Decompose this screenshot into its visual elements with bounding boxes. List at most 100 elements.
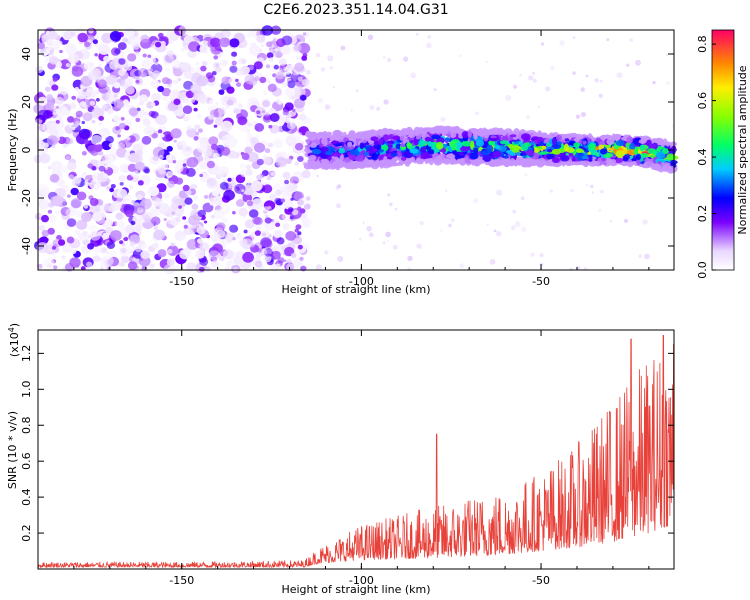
- heatmap-cell: [280, 198, 286, 203]
- heatmap-cell: [48, 202, 55, 208]
- heatmap-cell: [666, 53, 669, 57]
- heatmap-cell: [282, 171, 291, 179]
- heatmap-cell: [267, 142, 273, 148]
- colorbar-label: Normalized spectral amplitude: [736, 65, 749, 234]
- heatmap-cell: [51, 84, 59, 91]
- heatmap-cell: [244, 146, 253, 155]
- heatmap-cell: [191, 99, 196, 103]
- heatmap-cell: [206, 144, 213, 151]
- heatmap-cell: [261, 110, 266, 114]
- heatmap-cell: [662, 148, 670, 155]
- heatmap-cell: [129, 36, 140, 46]
- heatmap-cell: [551, 157, 560, 163]
- colorbar-tick-label: 0.8: [696, 35, 709, 53]
- heatmap-cell: [82, 112, 93, 122]
- heatmap-cell: [91, 107, 104, 119]
- heatmap-cell: [194, 90, 198, 94]
- heatmap-cell: [320, 67, 326, 72]
- heatmap-cell: [444, 189, 448, 193]
- heatmap-cell: [47, 214, 57, 224]
- heatmap-cell: [61, 243, 73, 253]
- heatmap-cell: [633, 149, 639, 155]
- heatmap-cell: [427, 127, 437, 133]
- heatmap-cell: [573, 161, 584, 166]
- heatmap-cell: [482, 154, 492, 162]
- heatmap-cell: [199, 45, 208, 54]
- heatmap-cell: [217, 106, 227, 115]
- heatmap-cell: [219, 37, 231, 48]
- heatmap-cell: [175, 216, 181, 222]
- heatmap-cell: [35, 65, 44, 74]
- heatmap-cell: [179, 96, 185, 101]
- heatmap-cell: [571, 161, 577, 166]
- heatmap-cell: [118, 142, 126, 150]
- heatmap-cell: [185, 167, 196, 177]
- heatmap-cell: [512, 209, 517, 214]
- heatmap-cell: [250, 180, 263, 192]
- heatmap-cell: [407, 137, 416, 141]
- heatmap-cell: [155, 114, 168, 126]
- heatmap-cell: [49, 173, 60, 183]
- heatmap-cell: [153, 225, 159, 230]
- heatmap-cell: [317, 132, 323, 138]
- snr-y-tick-label: 1.2: [20, 345, 33, 363]
- heatmap-cell: [50, 161, 63, 172]
- heatmap-cell: [510, 225, 516, 231]
- heatmap-cell: [275, 222, 281, 227]
- heatmap-cell: [419, 221, 424, 226]
- heatmap-cell: [361, 161, 366, 168]
- heatmap-cell: [273, 190, 277, 194]
- heatmap-cell: [204, 194, 209, 199]
- heatmap-cell: [347, 161, 354, 167]
- heatmap-cell: [316, 53, 321, 58]
- heatmap-cell: [237, 116, 248, 126]
- heatmap-cell: [243, 229, 248, 234]
- heatmap-cell: [125, 209, 134, 218]
- heatmap-cell: [542, 134, 551, 139]
- heatmap-cell: [580, 87, 585, 92]
- heatmap-cell: [113, 99, 125, 109]
- heatmap-cell: [158, 154, 164, 160]
- heatmap-cell: [119, 182, 124, 186]
- heatmap-cell: [335, 135, 342, 140]
- heatmap-cell: [559, 155, 570, 162]
- heatmap-cell: [260, 230, 271, 240]
- heatmap-cell: [266, 79, 271, 84]
- heatmap-cell: [118, 58, 126, 65]
- spectrogram-x-tick-label: -150: [169, 275, 194, 288]
- heatmap-cell: [163, 263, 176, 275]
- heatmap-cell: [448, 223, 452, 228]
- heatmap-cell: [513, 128, 520, 136]
- heatmap-cell: [38, 199, 50, 210]
- heatmap-cell: [366, 225, 372, 232]
- heatmap-cell: [629, 38, 633, 42]
- heatmap-cell: [629, 143, 636, 151]
- spectrogram-y-tick-label: 0: [20, 147, 33, 154]
- heatmap-cell: [172, 160, 177, 164]
- heatmap-cell: [300, 94, 307, 101]
- heatmap-cell: [115, 222, 120, 226]
- heatmap-cell: [135, 79, 140, 84]
- heatmap-cell: [89, 224, 97, 232]
- heatmap-cell: [599, 148, 608, 155]
- heatmap-cell: [461, 131, 470, 139]
- heatmap-cell: [505, 94, 512, 101]
- heatmap-cell: [220, 204, 231, 214]
- heatmap-cell: [303, 222, 310, 229]
- heatmap-cell: [188, 41, 200, 52]
- heatmap-cell: [615, 157, 623, 163]
- heatmap-cell: [203, 220, 208, 224]
- heatmap-cell: [254, 123, 265, 132]
- heatmap-cell: [92, 211, 103, 222]
- heatmap-cell: [470, 140, 475, 149]
- heatmap-cell: [396, 150, 402, 158]
- heatmap-cell: [247, 152, 259, 163]
- heatmap-cell: [539, 262, 544, 267]
- snr-y-tick-label: 0.8: [20, 416, 33, 434]
- heatmap-cell: [248, 30, 253, 34]
- heatmap-cell: [573, 137, 580, 142]
- heatmap-cell: [116, 147, 127, 158]
- heatmap-cell: [49, 56, 59, 65]
- heatmap-cell: [193, 136, 199, 141]
- heatmap-cell: [294, 228, 299, 233]
